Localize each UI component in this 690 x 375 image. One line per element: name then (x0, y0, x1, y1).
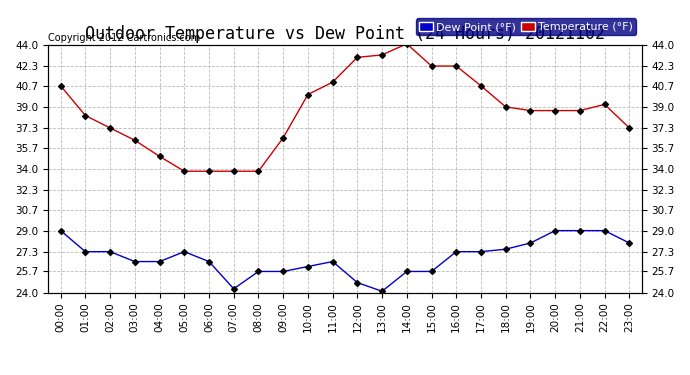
Text: Copyright 2012 Cartronics.com: Copyright 2012 Cartronics.com (48, 33, 200, 42)
Title: Outdoor Temperature vs Dew Point (24 Hours) 20121102: Outdoor Temperature vs Dew Point (24 Hou… (85, 26, 605, 44)
Legend: Dew Point (°F), Temperature (°F): Dew Point (°F), Temperature (°F) (416, 18, 636, 36)
